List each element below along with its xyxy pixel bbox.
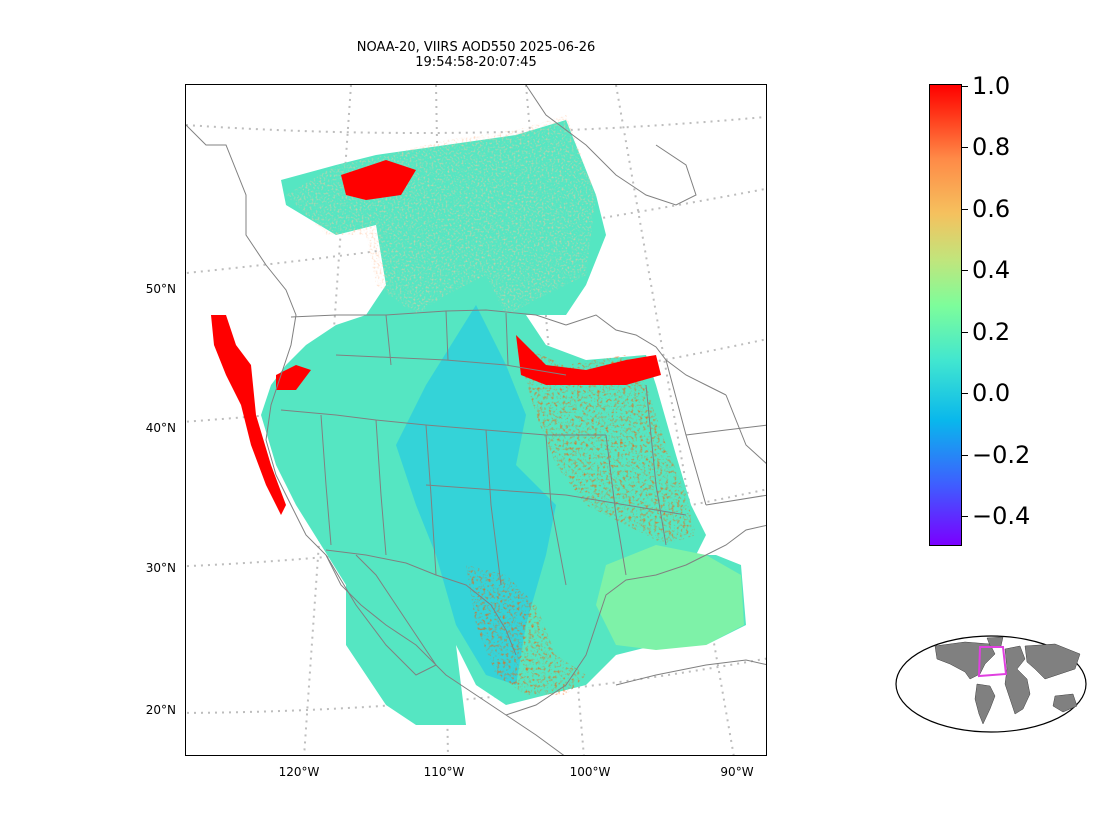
- colorbar-tick-label: 1.0: [972, 72, 1011, 100]
- lat-label-40: 40°N: [145, 421, 176, 435]
- map-canvas: [186, 85, 766, 755]
- colorbar-tick-label: −0.4: [972, 502, 1031, 530]
- great-lakes-outline: [565, 314, 727, 396]
- lon-label-110: 110°W: [423, 765, 465, 779]
- lon-label-90: 90°W: [720, 765, 754, 779]
- colorbar-tick-label: 0.6: [972, 195, 1011, 223]
- hudson-bay-coastline: [525, 85, 697, 206]
- smoke-pacific-nw: [276, 365, 311, 390]
- lat-label-20: 20°N: [145, 703, 176, 717]
- title-line-1: NOAA-20, VIIRS AOD550 2025-06-26: [356, 40, 596, 55]
- colorbar-tick-mark: [962, 393, 968, 395]
- asia: [1024, 643, 1081, 680]
- colorbar-tick-mark: [962, 209, 968, 211]
- smoke-north-cluster: [341, 160, 416, 200]
- colorbar-tick-mark: [962, 86, 968, 88]
- colorbar-tick-label: 0.2: [972, 318, 1011, 346]
- australia: [1052, 693, 1078, 713]
- lat-line-60: [186, 115, 766, 134]
- aod-map: [185, 84, 767, 756]
- colorbar-tick-label: 0.0: [972, 379, 1011, 407]
- east-state-borders: [665, 359, 766, 506]
- aod-colorbar: [929, 84, 962, 546]
- south-america: [974, 683, 996, 725]
- aod-swath: [211, 115, 746, 725]
- lon-label-100: 100°W: [569, 765, 611, 779]
- baja-coastline: [325, 554, 437, 676]
- smoke-west-coast: [211, 315, 286, 515]
- colorbar-tick-mark: [962, 516, 968, 518]
- swath-gulf: [596, 545, 744, 650]
- world-locator-map: [895, 635, 1087, 733]
- europe-africa: [1004, 645, 1031, 715]
- colorbar-tick-label: 0.4: [972, 256, 1011, 284]
- colorbar-tick-mark: [962, 270, 968, 272]
- title-line-2: 19:54:58-20:07:45: [415, 55, 537, 70]
- swath-high-north: [286, 115, 596, 315]
- lon-line-90: [615, 85, 735, 755]
- lat-label-50: 50°N: [145, 282, 176, 296]
- colorbar-tick-mark: [962, 455, 968, 457]
- us-mexico-border: [325, 549, 517, 656]
- gulf-coastline: [505, 524, 766, 716]
- pacific-coastline: [186, 124, 565, 755]
- region-box: [977, 646, 1008, 678]
- coastlines: [186, 85, 766, 755]
- state-borders: [280, 310, 687, 586]
- lon-label-120: 120°W: [278, 765, 320, 779]
- colorbar-tick-mark: [962, 332, 968, 334]
- colorbar-tick-mark: [962, 147, 968, 149]
- yucatan-coastline: [615, 659, 766, 686]
- colorbar-tick-label: 0.8: [972, 133, 1011, 161]
- lat-label-30: 30°N: [145, 561, 176, 575]
- map-title: NOAA-20, VIIRS AOD550 2025-06-26 19:54:5…: [185, 40, 767, 70]
- colorbar-tick-label: −0.2: [972, 441, 1031, 469]
- swath-high-east: [516, 345, 696, 545]
- swath-high-south: [466, 565, 586, 695]
